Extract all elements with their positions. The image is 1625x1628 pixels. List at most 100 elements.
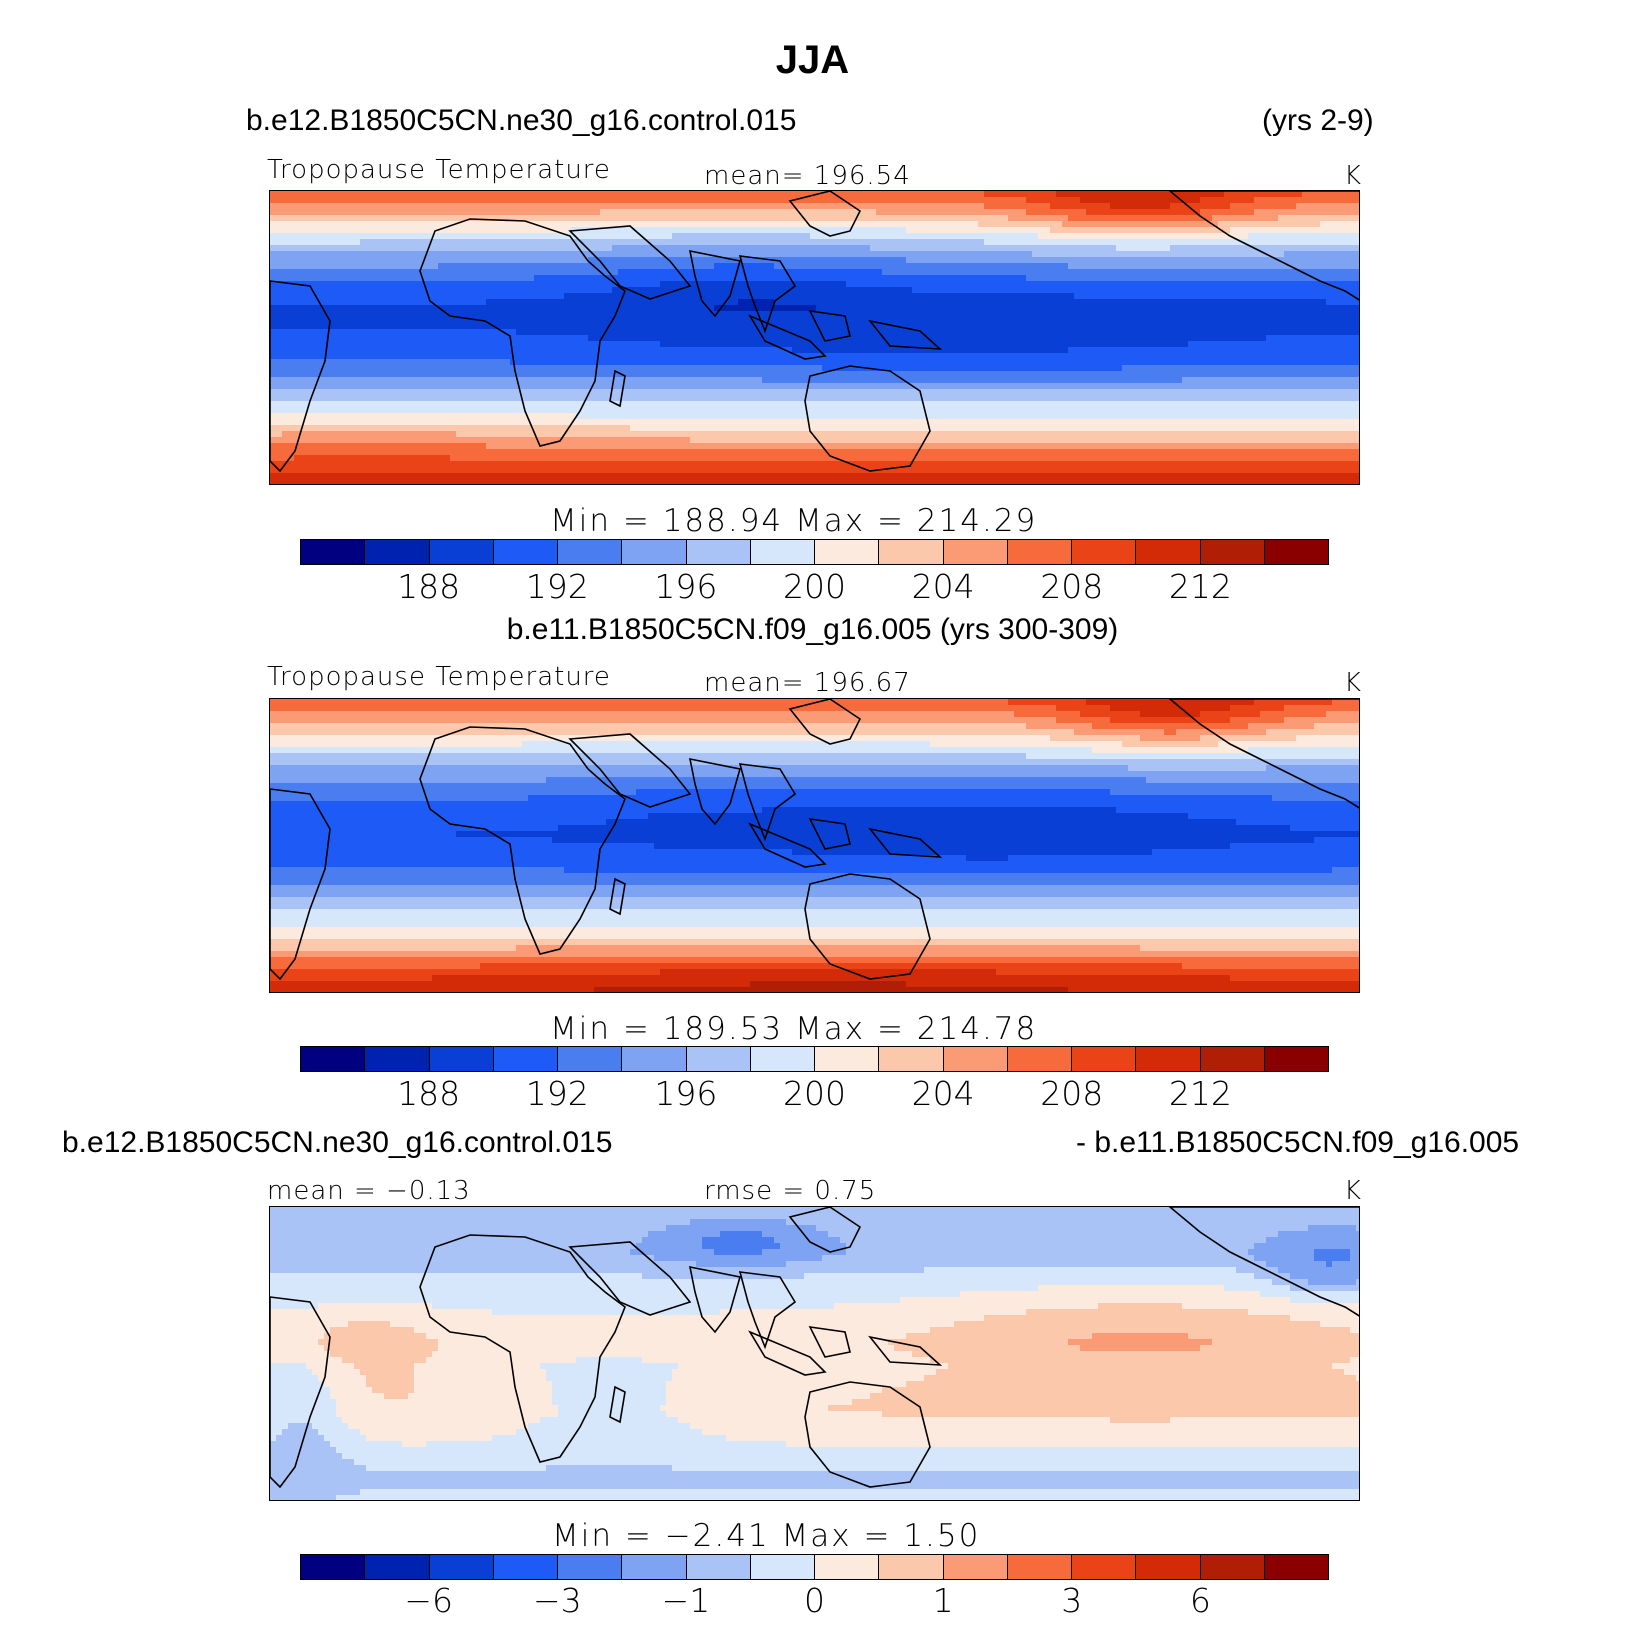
panel3-units-label: K bbox=[1344, 1178, 1362, 1204]
panel2-colorbar bbox=[300, 1046, 1329, 1072]
coastlines bbox=[270, 191, 1359, 473]
colorbar-swatch bbox=[622, 1047, 687, 1071]
colorbar-swatch bbox=[815, 1555, 880, 1579]
colorbar-swatch bbox=[365, 1555, 430, 1579]
panel1-case-label: b.e12.B1850C5CN.ne30_g16.control.015 bbox=[246, 106, 796, 136]
colorbar-tick-label: 204 bbox=[912, 570, 975, 603]
colorbar-swatch bbox=[750, 1555, 815, 1579]
colorbar-swatch bbox=[365, 1047, 430, 1071]
coastline bbox=[270, 1296, 331, 1489]
colorbar-swatch bbox=[750, 540, 815, 564]
colorbar-swatch bbox=[879, 1047, 944, 1071]
coastline bbox=[270, 280, 331, 473]
panel3-rmse-label: rmse = 0.75 bbox=[704, 1178, 876, 1204]
panel3-map bbox=[269, 1206, 1360, 1501]
coastline bbox=[788, 191, 862, 237]
coastlines bbox=[270, 1207, 1359, 1489]
panel2-case-label: b.e11.B1850C5CN.f09_g16.005 (yrs 300-309… bbox=[0, 615, 1625, 645]
coastline bbox=[808, 309, 851, 342]
colorbar-tick-label: 200 bbox=[783, 570, 846, 603]
colorbar-swatch bbox=[1072, 1555, 1137, 1579]
colorbar-tick-label: 204 bbox=[912, 1077, 975, 1110]
panel1-variable-label: Tropopause Temperature bbox=[267, 157, 611, 183]
coastline bbox=[419, 1234, 626, 1463]
coastline bbox=[1168, 1207, 1359, 1317]
coastline bbox=[748, 1330, 827, 1376]
colorbar-swatch bbox=[493, 1555, 558, 1579]
colorbar-swatch bbox=[686, 1555, 751, 1579]
colorbar-swatch bbox=[943, 540, 1008, 564]
colorbar-tick-label: 0 bbox=[804, 1584, 825, 1617]
coastline bbox=[1168, 191, 1359, 301]
panel1-units-label: K bbox=[1344, 163, 1362, 189]
panel3-contour-field bbox=[270, 1207, 1359, 1500]
coastline bbox=[868, 319, 943, 350]
panel3-mean-label: mean = −0.13 bbox=[267, 1178, 471, 1204]
figure-title: JJA bbox=[0, 40, 1625, 80]
colorbar-swatch bbox=[686, 1047, 751, 1071]
coastline bbox=[688, 249, 742, 318]
colorbar-tick-label: 212 bbox=[1169, 1077, 1232, 1110]
panel1-colorbar bbox=[300, 539, 1329, 565]
colorbar-tick-label: 188 bbox=[397, 570, 460, 603]
colorbar-swatch bbox=[686, 540, 751, 564]
panel1-minmax-label: Min = 188.94 Max = 214.29 bbox=[550, 506, 1037, 537]
panel2-variable-label: Tropopause Temperature bbox=[267, 664, 611, 690]
coastline bbox=[609, 369, 626, 408]
colorbar-swatch bbox=[750, 1047, 815, 1071]
panel2-minmax-label: Min = 189.53 Max = 214.78 bbox=[550, 1014, 1037, 1045]
colorbar-swatch bbox=[1264, 1047, 1328, 1071]
panel2-mean-label: mean= 196.67 bbox=[704, 670, 911, 696]
colorbar-tick-label: 208 bbox=[1040, 570, 1103, 603]
coastline bbox=[738, 763, 797, 842]
contour-cells bbox=[270, 191, 1359, 484]
coastline bbox=[688, 757, 742, 826]
colorbar-tick-label: 200 bbox=[783, 1077, 846, 1110]
colorbar-swatch bbox=[622, 1555, 687, 1579]
colorbar-swatch bbox=[1200, 1555, 1265, 1579]
colorbar-swatch bbox=[493, 1047, 558, 1071]
coastline bbox=[804, 365, 931, 472]
colorbar-swatch bbox=[879, 1555, 944, 1579]
panel2-map bbox=[269, 698, 1360, 993]
colorbar-swatch bbox=[815, 540, 880, 564]
contour-cells bbox=[270, 699, 1359, 992]
coastline bbox=[804, 873, 931, 980]
panel1-contour-field bbox=[270, 191, 1359, 484]
coastline bbox=[748, 314, 827, 360]
panel3-case-label: b.e12.B1850C5CN.ne30_g16.control.015 bbox=[62, 1128, 612, 1158]
panel3-minmax-label: Min = −2.41 Max = 1.50 bbox=[552, 1521, 980, 1552]
colorbar-swatch bbox=[1007, 1555, 1072, 1579]
coastline bbox=[568, 1241, 692, 1316]
panel2-units-label: K bbox=[1344, 670, 1362, 696]
colorbar-swatch bbox=[1007, 1047, 1072, 1071]
colorbar-swatch bbox=[429, 540, 494, 564]
coastline bbox=[808, 817, 851, 850]
panel2-contour-field bbox=[270, 699, 1359, 992]
coastline bbox=[868, 827, 943, 858]
coastline bbox=[788, 699, 862, 745]
coastline bbox=[738, 255, 797, 334]
colorbar-tick-label: 192 bbox=[526, 570, 589, 603]
colorbar-swatch bbox=[1264, 540, 1328, 564]
panel2-colorbar-ticks: 188 192 196 200 204 208 212 bbox=[300, 1077, 1329, 1113]
coastlines bbox=[270, 699, 1359, 981]
coastline bbox=[688, 1265, 742, 1334]
colorbar-tick-label: 1 bbox=[933, 1584, 954, 1617]
colorbar-swatch bbox=[1072, 1047, 1137, 1071]
colorbar-swatch bbox=[879, 540, 944, 564]
coastline bbox=[804, 1381, 931, 1488]
coastline bbox=[419, 218, 626, 447]
coastline bbox=[609, 1385, 626, 1424]
colorbar-swatch bbox=[429, 1555, 494, 1579]
colorbar-tick-label: 192 bbox=[526, 1077, 589, 1110]
colorbar-swatch bbox=[365, 540, 430, 564]
coastline bbox=[748, 822, 827, 868]
colorbar-swatch bbox=[1200, 1047, 1265, 1071]
coastline bbox=[419, 726, 626, 955]
colorbar-swatch bbox=[1200, 540, 1265, 564]
colorbar-swatch bbox=[1136, 1047, 1201, 1071]
colorbar-swatch bbox=[815, 1047, 880, 1071]
coastline bbox=[788, 1207, 862, 1253]
colorbar-swatch bbox=[301, 1555, 366, 1579]
